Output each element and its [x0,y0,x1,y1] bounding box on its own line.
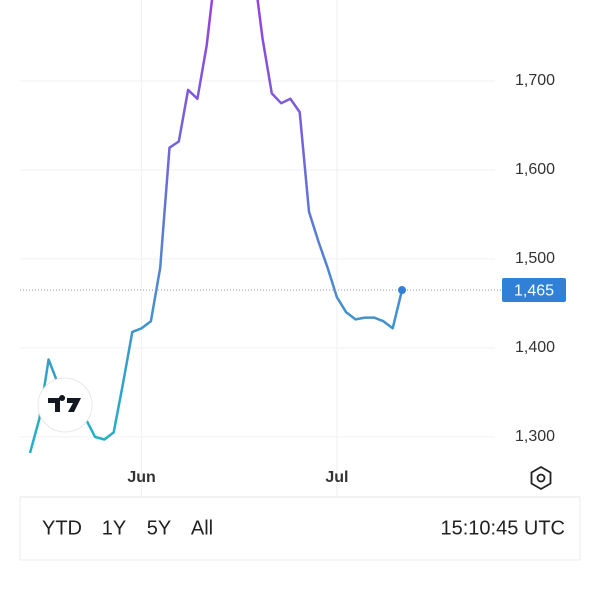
logo-mark [48,395,81,412]
tradingview-logo [37,377,93,433]
y-tick-label: 1,600 [515,161,555,178]
range-button[interactable]: YTD [42,517,82,539]
last-value-box [502,278,566,303]
plot: 1,3001,4001,5001,6001,7001,800JunJul1,46… [20,0,566,497]
settings-icon[interactable] [530,465,552,491]
x-tick-label: Jun [127,469,155,486]
logo-circle [37,377,93,433]
price-line [28,0,404,454]
x-tick-label: Jul [325,469,348,486]
last-point [398,286,406,295]
clock: 15:10:45 UTC [440,517,565,539]
range-buttons: YTD 1Y 5Y All [42,517,213,539]
range-button[interactable]: All [191,517,213,539]
y-tick-label: 1,700 [515,72,555,89]
y-tick-label: 1,400 [515,339,555,356]
range-button[interactable]: 5Y [147,517,171,539]
range-button[interactable]: 1Y [102,517,126,539]
y-tick-label: 1,300 [515,428,555,445]
last-value-label: 1,465 [514,282,554,299]
y-tick-label: 1,500 [515,250,555,267]
